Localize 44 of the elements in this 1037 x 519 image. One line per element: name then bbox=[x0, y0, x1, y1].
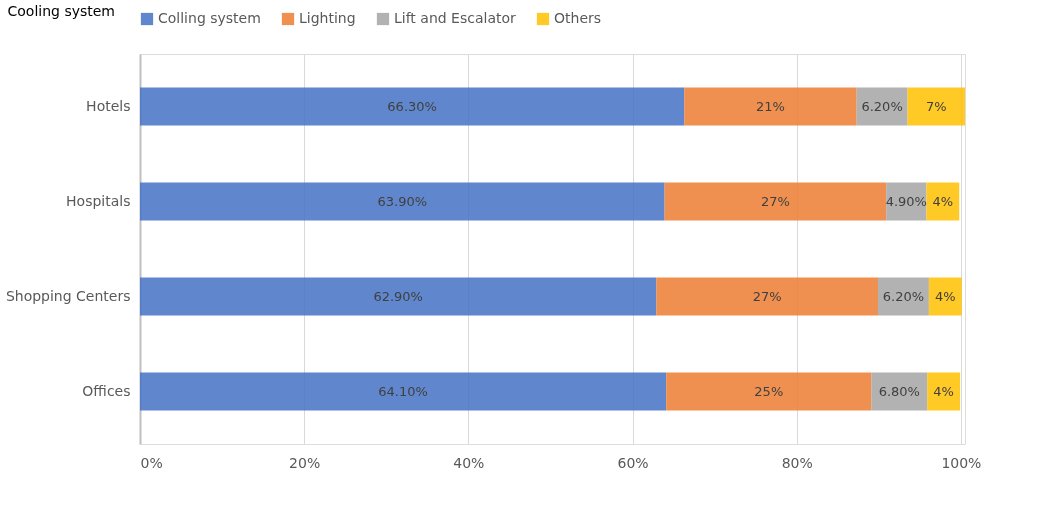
data-label: 4.90% bbox=[885, 193, 927, 209]
data-label: 6.20% bbox=[882, 288, 925, 304]
data-label: 6.80% bbox=[878, 383, 920, 399]
x-tick-label: 60% bbox=[617, 454, 649, 471]
bar bbox=[664, 182, 887, 221]
x-tick-label: 20% bbox=[289, 454, 321, 471]
bar bbox=[666, 372, 872, 411]
data-label: 63.90% bbox=[377, 193, 428, 209]
bar bbox=[140, 372, 667, 411]
data-label: 7% bbox=[925, 98, 947, 114]
legend-label: Lighting bbox=[299, 10, 356, 26]
data-label: 4% bbox=[934, 288, 956, 304]
data-label: 66.30% bbox=[387, 98, 437, 114]
data-label: 6.20% bbox=[861, 98, 903, 114]
bar bbox=[140, 87, 685, 126]
bar bbox=[140, 182, 665, 221]
text: Cooling system bbox=[7, 3, 115, 19]
bar bbox=[871, 372, 928, 411]
bar bbox=[656, 277, 878, 316]
data-label: 27% bbox=[760, 193, 790, 209]
y-tick-label: Offices bbox=[82, 383, 131, 399]
data-label: 27% bbox=[752, 288, 782, 304]
data-label: 21% bbox=[755, 98, 785, 114]
data-label: 25% bbox=[754, 383, 784, 399]
legend-label: Colling system bbox=[158, 10, 261, 26]
bar bbox=[140, 277, 657, 316]
bar bbox=[926, 182, 960, 221]
data-label: 62.90% bbox=[373, 288, 423, 304]
legend-label: Others bbox=[554, 10, 602, 26]
legend-label: Lift and Escalator bbox=[394, 10, 517, 26]
y-tick-label: Shopping Centers bbox=[5, 288, 131, 304]
bar bbox=[927, 372, 961, 411]
data-label: 64.10% bbox=[378, 383, 428, 399]
x-tick-label: 100% bbox=[941, 454, 982, 471]
x-tick-label: 80% bbox=[781, 454, 813, 471]
bar bbox=[684, 87, 857, 126]
x-tick-label: 40% bbox=[453, 454, 485, 471]
data-label: 4% bbox=[933, 383, 954, 399]
x-tick-label: 0% bbox=[140, 454, 163, 471]
bar bbox=[907, 87, 965, 126]
y-tick-label: Hotels bbox=[86, 98, 131, 114]
bar bbox=[928, 277, 962, 316]
data-label: 4% bbox=[932, 193, 954, 209]
y-tick-label: Hospitals bbox=[66, 193, 131, 209]
